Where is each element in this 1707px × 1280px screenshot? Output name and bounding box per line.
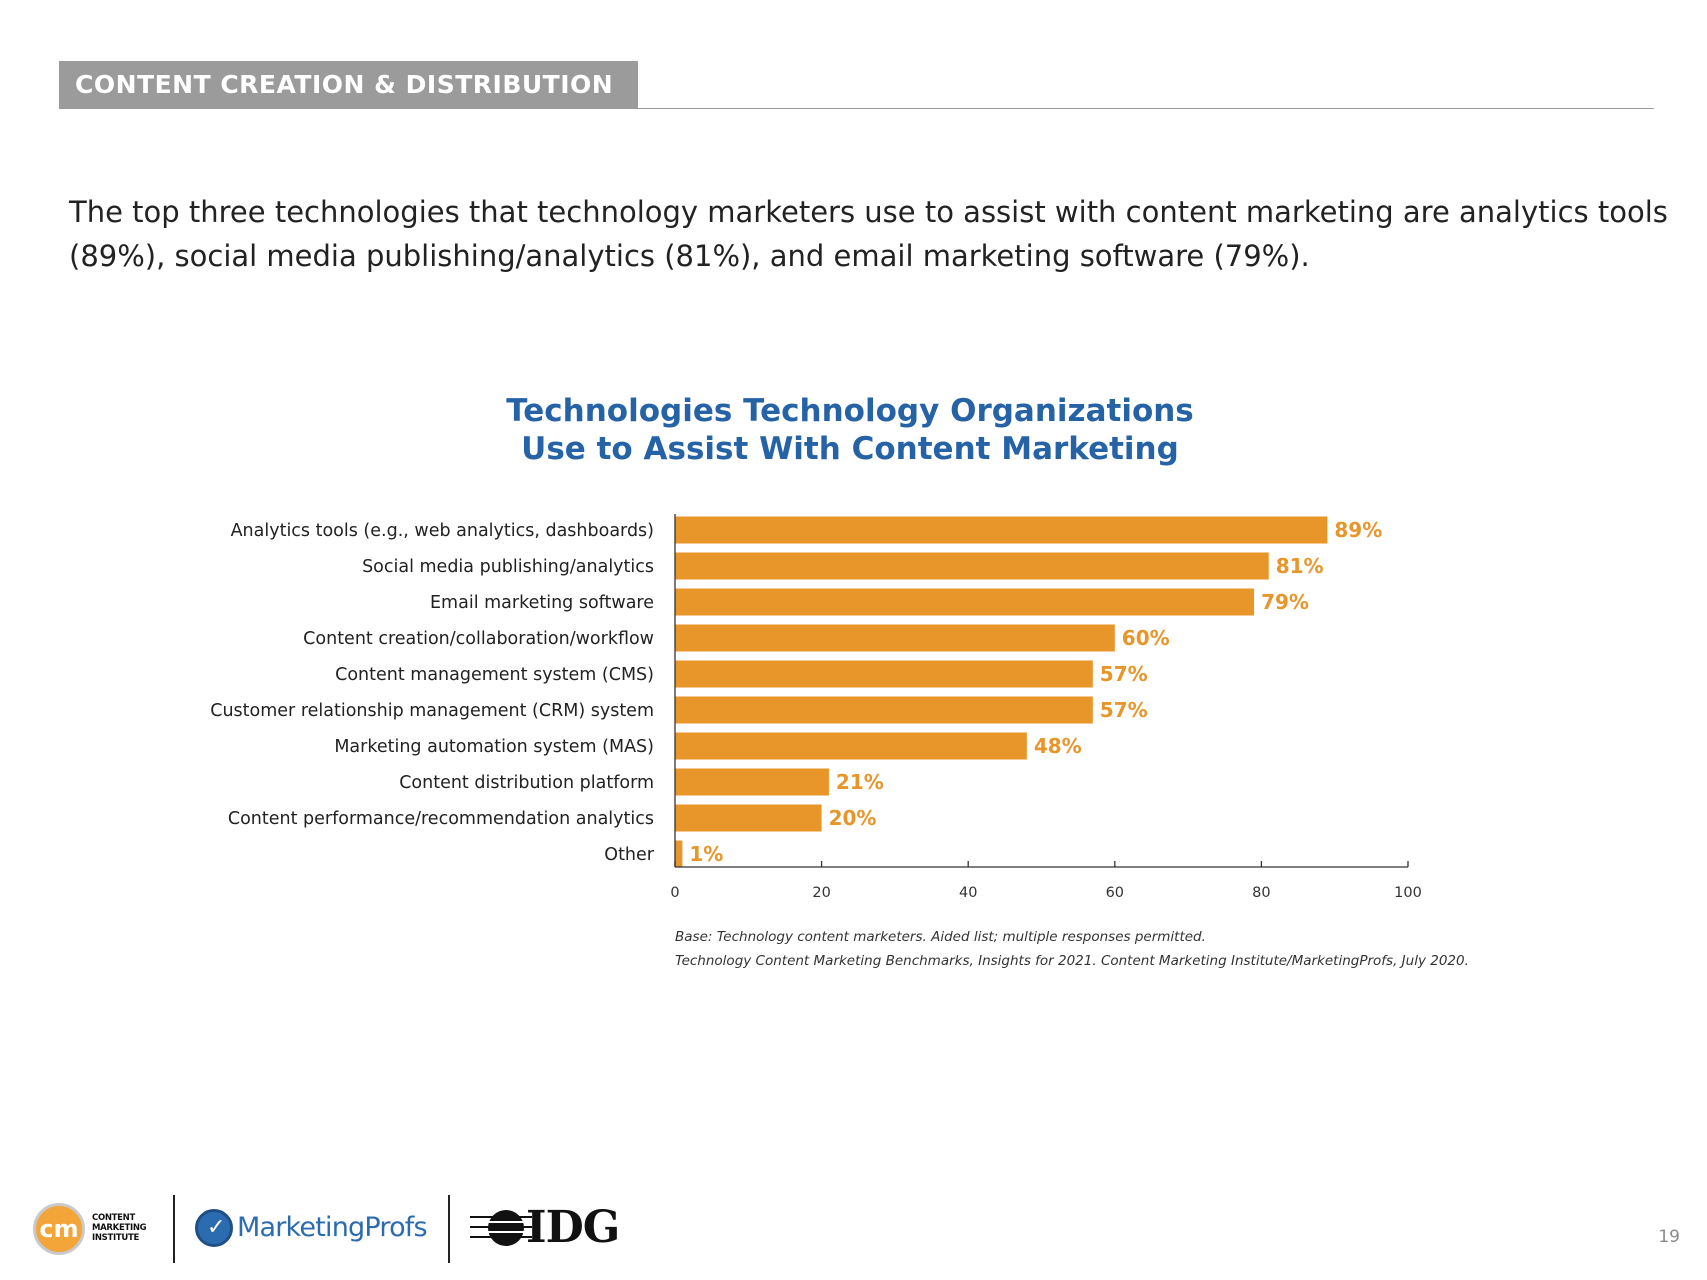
marketingprofs-logo-icon: ✓ [195, 1209, 233, 1247]
bar-3 [675, 624, 1115, 652]
value-label-0: 89% [1334, 518, 1382, 542]
section-divider [638, 108, 1654, 109]
category-label-4: Content management system (CMS) [335, 665, 654, 685]
x-tick-label-0: 0 [670, 885, 679, 901]
category-label-9: Other [604, 845, 654, 865]
cmi-logo-icon: cm [33, 1203, 85, 1255]
category-label-0: Analytics tools (e.g., web analytics, da… [231, 521, 654, 541]
chart-title-line-1: Technologies Technology Organizations [506, 393, 1194, 429]
x-tick-label-5: 100 [1394, 885, 1422, 901]
bar-0 [675, 516, 1328, 544]
value-label-1: 81% [1276, 554, 1324, 578]
cmi-logo-text: CONTENT MARKETING INSTITUTE [92, 1213, 147, 1243]
section-title: CONTENT CREATION & DISTRIBUTION [59, 61, 638, 109]
x-tick-label-4: 80 [1252, 885, 1270, 901]
summary-text: The top three technologies that technolo… [69, 195, 1668, 273]
chart-base-note: Base: Technology content marketers. Aide… [675, 929, 1206, 945]
bar-9 [675, 840, 683, 868]
category-label-6: Marketing automation system (MAS) [334, 737, 654, 757]
bar-4 [675, 660, 1093, 688]
category-label-8: Content performance/recommendation analy… [228, 809, 654, 829]
category-label-7: Content distribution platform [399, 773, 654, 793]
value-label-4: 57% [1100, 662, 1148, 686]
value-label-3: 60% [1122, 626, 1170, 650]
chart-source-note: Technology Content Marketing Benchmarks,… [675, 953, 1469, 969]
category-label-2: Email marketing software [430, 593, 654, 613]
value-label-9: 1% [689, 842, 723, 866]
bar-7 [675, 768, 829, 796]
value-label-2: 79% [1261, 590, 1309, 614]
category-label-3: Content creation/collaboration/workflow [303, 629, 654, 649]
bar-chart: Analytics tools (e.g., web analytics, da… [210, 514, 1422, 901]
value-label-8: 20% [829, 806, 877, 830]
value-label-6: 48% [1034, 734, 1082, 758]
logo-divider [173, 1195, 175, 1263]
bar-2 [675, 588, 1255, 616]
logo-divider [448, 1195, 450, 1263]
cmi-logo: cm CONTENT MARKETING INSTITUTE [30, 1200, 180, 1260]
category-label-1: Social media publishing/analytics [362, 557, 654, 577]
category-label-5: Customer relationship management (CRM) s… [210, 701, 654, 721]
bar-5 [675, 696, 1093, 724]
idg-logo-text: IDG [526, 1202, 620, 1253]
x-tick-label-3: 60 [1106, 885, 1124, 901]
page-number: 19 [1658, 1227, 1680, 1247]
marketingprofs-logo: ✓ MarketingProfs [195, 1207, 445, 1251]
idg-stripes [470, 1216, 532, 1241]
bar-8 [675, 804, 822, 832]
value-label-5: 57% [1100, 698, 1148, 722]
bar-6 [675, 732, 1027, 760]
x-tick-label-1: 20 [812, 885, 830, 901]
bar-1 [675, 552, 1269, 580]
chart-title: Technologies Technology Organizations Us… [450, 392, 1250, 468]
x-tick-label-2: 40 [959, 885, 977, 901]
idg-logo: IDG [470, 1203, 630, 1253]
marketingprofs-logo-text: MarketingProfs [237, 1212, 428, 1243]
chart-title-line-2: Use to Assist With Content Marketing [521, 431, 1179, 467]
value-label-7: 21% [836, 770, 884, 794]
